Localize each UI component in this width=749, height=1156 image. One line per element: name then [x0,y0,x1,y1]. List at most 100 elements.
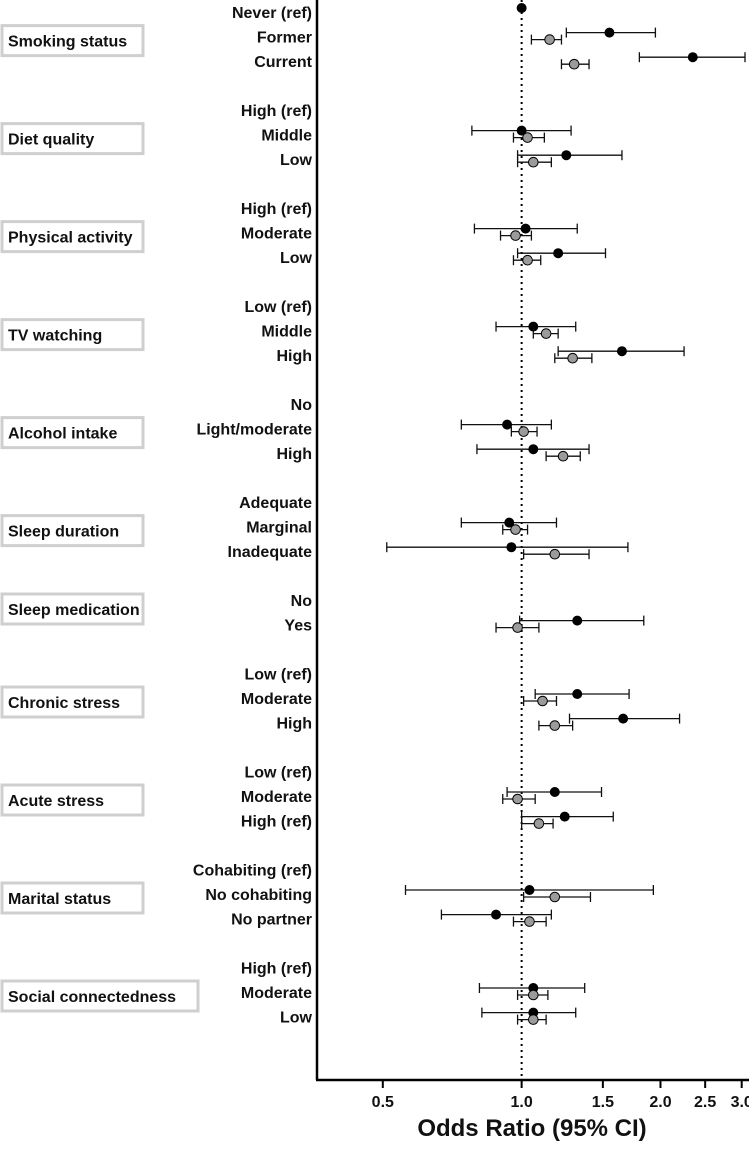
level-label: Moderate [241,789,312,806]
level-label: Adequate [239,495,312,512]
group-label: TV watching [8,328,102,345]
point-gray [568,58,580,70]
point-black [561,150,572,161]
point-black [618,713,629,724]
level-label: Middle [261,324,312,341]
level-label: No partner [231,912,312,929]
axis-layer: 0.5 1.0 1.5 2.0 2.5 3.0 Odds Ratio (95% CI) [315,0,749,1142]
level-label: Low [280,1010,313,1027]
level-label: High [276,446,312,463]
point-gray [557,450,569,462]
point-gray [524,916,535,927]
level-label: High [276,348,312,365]
group-label-box [0,979,200,1013]
point-gray [528,156,539,168]
group-label: Acute stress [8,793,104,810]
point-gray [533,818,545,829]
level-label: High [276,716,312,733]
point-gray [512,793,523,805]
point-black [506,542,517,553]
group-label: Diet quality [8,132,94,149]
level-label: No [291,593,313,610]
point-black [604,27,615,38]
level-label: Low [280,250,313,267]
level-label: Moderate [241,985,312,1002]
x-tick-label: 1.0 [511,1094,533,1111]
level-label: Low (ref) [244,299,312,316]
group-label-box [0,783,145,817]
point-black [520,223,531,234]
point-black [559,811,570,822]
x-axis-title: Odds Ratio (95% CI) [417,1115,646,1142]
point-gray [512,622,523,633]
group-label-box [0,416,145,450]
marks-layer [386,3,746,1025]
level-label: Current [254,54,312,71]
level-label: Low (ref) [244,764,312,781]
group-label-box [0,318,145,352]
group-label: Marital status [8,891,111,908]
level-label: Low [280,152,313,169]
group-label-box [0,220,145,254]
level-label: Inadequate [228,544,313,561]
group-label: Social connectedness [8,989,176,1006]
point-black [687,52,698,63]
level-label: Never (ref) [232,5,312,22]
group-label-box [0,881,145,915]
point-gray [522,254,533,266]
point-black [572,615,583,626]
point-black [572,689,583,699]
point-black [528,444,539,455]
point-black [516,125,527,136]
level-label: Cohabiting (ref) [193,862,312,879]
point-gray [510,524,521,535]
point-black [502,419,513,430]
point-gray [518,426,529,437]
point-gray [537,695,548,707]
point-gray [528,1014,539,1025]
group-label: Chronic stress [8,695,120,712]
point-gray [540,328,552,339]
group-label: Smoking status [8,34,127,51]
x-tick-label: 1.5 [592,1094,614,1111]
level-label: Low (ref) [244,666,312,683]
level-label: High (ref) [241,960,312,977]
level-label: High (ref) [241,201,312,218]
point-black [504,517,515,528]
level-label: Middle [261,128,312,145]
group-label: Sleep duration [8,524,119,541]
level-label: No cohabiting [205,887,312,904]
level-label: Moderate [241,691,312,708]
point-gray [549,891,561,903]
point-black [516,3,527,13]
point-gray [549,548,561,560]
point-gray [510,230,521,241]
point-black [553,248,564,259]
group-label: Sleep medication [8,602,140,619]
group-label: Physical activity [8,230,133,247]
level-labels-layer: Never (ref) Former Current High (ref) Middle… [193,5,313,1027]
point-gray [544,34,555,45]
x-tick-label: 0.5 [372,1094,394,1111]
level-label: No [291,397,313,414]
group-label-box [0,122,145,156]
point-gray [549,720,561,731]
group-label-box [0,592,145,626]
level-label: Marginal [246,520,312,537]
group-label: Alcohol intake [8,426,117,443]
point-gray [567,352,578,364]
point-gray [528,989,539,1001]
x-tick-label: 2.5 [694,1094,716,1111]
x-tick-label: 2.0 [649,1094,671,1111]
group-labels-layer: Smoking status Diet quality Physical activ… [0,24,200,1013]
point-black [616,346,627,357]
level-label: Yes [284,618,312,635]
level-label: High (ref) [241,814,312,831]
level-label: Moderate [241,226,312,243]
level-label: Light/moderate [196,422,312,439]
point-black [491,909,502,920]
group-label-box [0,685,145,719]
x-tick-label: 3.0 [731,1094,749,1111]
